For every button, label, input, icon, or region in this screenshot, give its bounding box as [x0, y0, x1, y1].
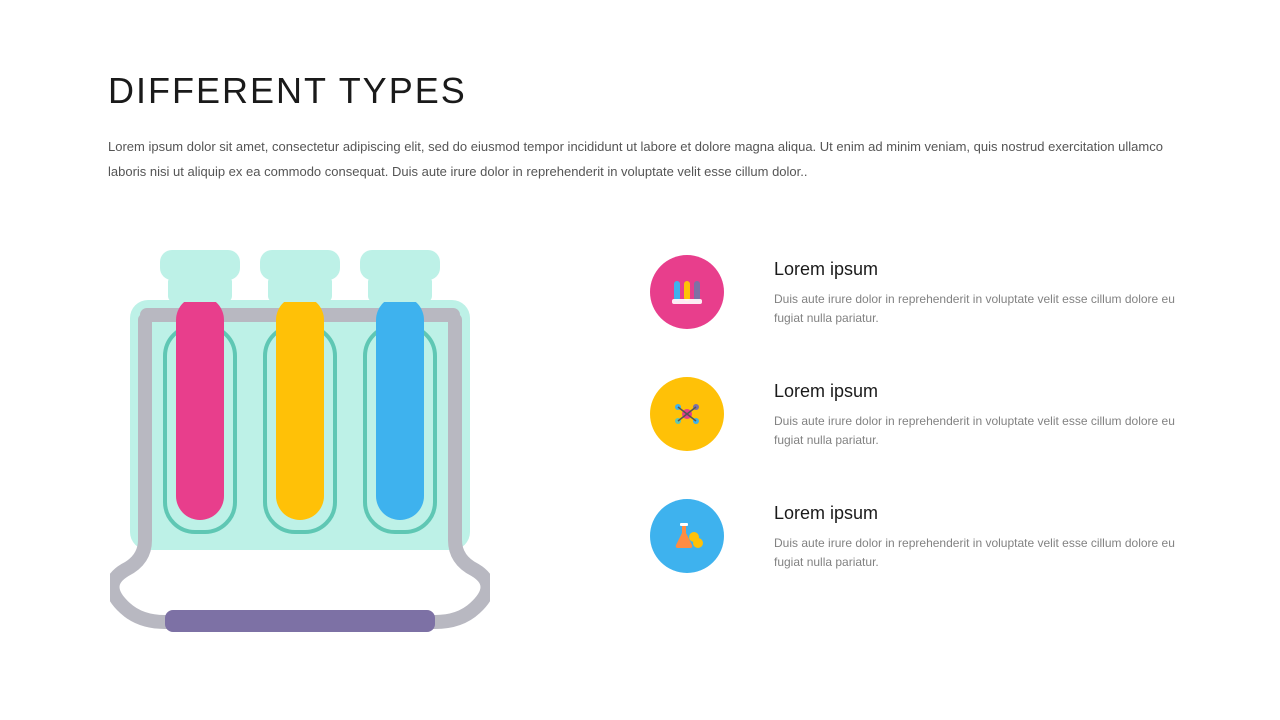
item-body: Duis aute irure dolor in reprehenderit i…: [774, 534, 1200, 572]
list-item: Lorem ipsum Duis aute irure dolor in rep…: [650, 499, 1200, 573]
list-item: Lorem ipsum Duis aute irure dolor in rep…: [650, 255, 1200, 329]
page-title: DIFFERENT TYPES: [108, 70, 467, 112]
item-body: Duis aute irure dolor in reprehenderit i…: [774, 290, 1200, 328]
page-subtitle: Lorem ipsum dolor sit amet, consectetur …: [108, 135, 1168, 184]
item-title: Lorem ipsum: [774, 381, 1200, 402]
flask-coins-icon: [650, 499, 724, 573]
feature-list: Lorem ipsum Duis aute irure dolor in rep…: [650, 255, 1200, 621]
test-tubes-illustration: [110, 240, 490, 640]
item-body: Duis aute irure dolor in reprehenderit i…: [774, 412, 1200, 450]
test-tubes-icon: [650, 255, 724, 329]
item-title: Lorem ipsum: [774, 503, 1200, 524]
molecule-icon: [650, 377, 724, 451]
list-item: Lorem ipsum Duis aute irure dolor in rep…: [650, 377, 1200, 451]
item-title: Lorem ipsum: [774, 259, 1200, 280]
